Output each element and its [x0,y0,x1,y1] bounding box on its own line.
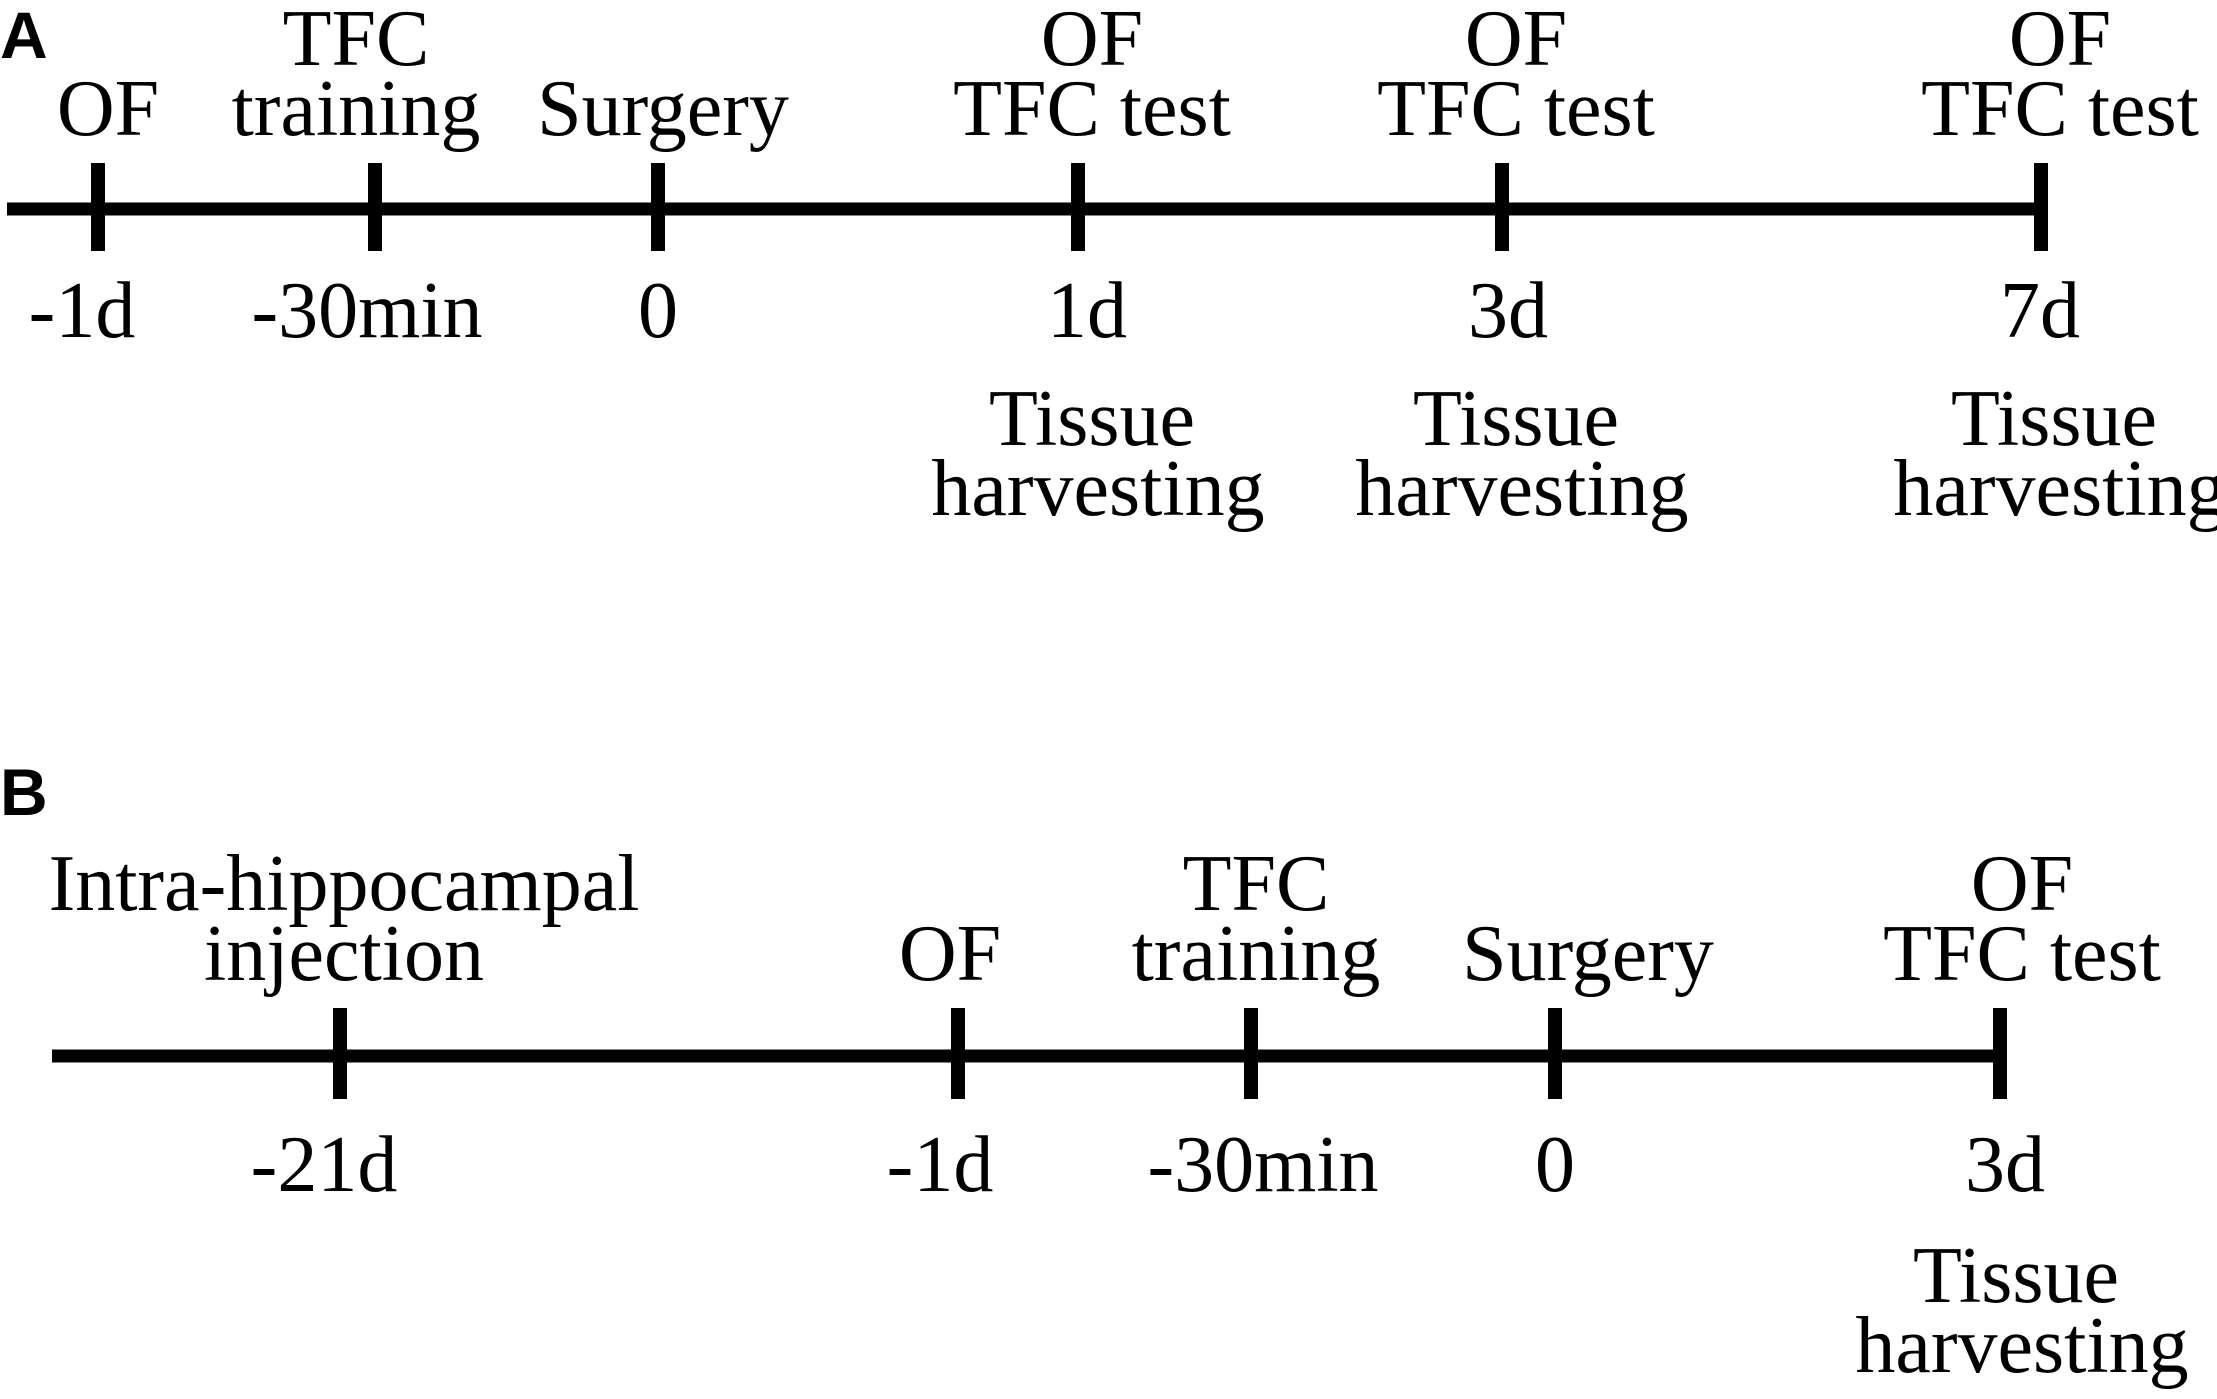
time-label-a-4: 1d [1047,267,1127,355]
event-label-a-5-1: OF [1465,0,1567,83]
outcome-label-b-5-2: harvesting [1855,1302,2188,1390]
event-label-a-4-2: TFC test [953,65,1231,153]
event-label-a-1-1: OF [57,65,159,153]
outcome-label-a-6-2: harvesting [1893,445,2217,533]
time-label-a-5: 3d [1468,267,1548,355]
event-label-b-5-1: OF [1971,840,2073,928]
time-label-b-4: 0 [1535,1121,1575,1209]
event-label-a-3-1: Surgery [537,65,789,153]
time-label-a-6: 7d [2000,267,2080,355]
time-label-a-1: -1d [29,267,136,355]
time-label-a-3: 0 [638,267,678,355]
event-label-a-4-1: OF [1041,0,1143,83]
event-label-b-2-1: OF [899,910,1001,998]
outcome-label-a-5-1: Tissue [1413,375,1619,463]
event-label-b-3-1: TFC [1183,840,1330,928]
event-label-a-6-2: TFC test [1921,65,2199,153]
event-label-b-1-2: injection [204,910,484,998]
outcome-label-a-6-1: Tissue [1951,375,2157,463]
outcome-label-a-5-2: harvesting [1355,445,1688,533]
panel-letter-a: A [0,0,48,72]
panel-letter-b: B [0,755,48,829]
time-label-a-2: -30min [251,267,482,355]
outcome-label-a-4-2: harvesting [931,445,1264,533]
time-label-b-3: -30min [1147,1121,1378,1209]
event-label-a-2-1: TFC [283,0,430,83]
outcome-label-b-5-1: Tissue [1913,1232,2119,1320]
outcome-label-a-4-1: Tissue [989,375,1195,463]
time-label-b-1: -21d [251,1121,398,1209]
event-label-a-2-2: training [232,65,481,153]
event-label-a-6-1: OF [2009,0,2111,83]
time-label-b-5: 3d [1965,1121,2045,1209]
event-label-b-5-2: TFC test [1883,910,2161,998]
event-label-a-5-2: TFC test [1377,65,1655,153]
event-label-b-1-1: Intra-hippocampal [49,840,640,928]
time-label-b-2: -1d [887,1121,994,1209]
event-label-b-3-2: training [1132,910,1381,998]
event-label-b-4-1: Surgery [1462,910,1714,998]
